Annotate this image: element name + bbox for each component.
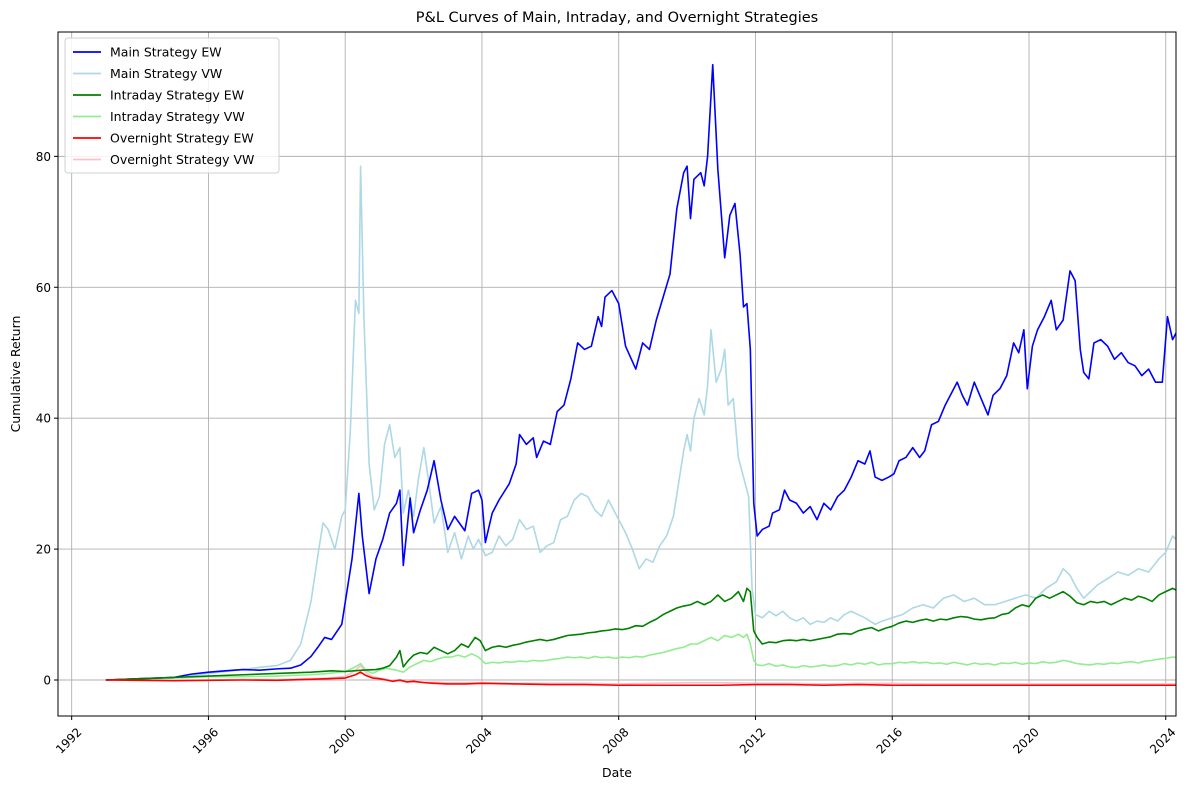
- legend-box: [64, 37, 280, 174]
- series-line-main-strategy-ew: [105, 63, 1176, 681]
- legend: Main Strategy EW Main Strategy VW Intraday…: [64, 37, 280, 174]
- series-line-overnight-strategy-vw: [105, 664, 1176, 685]
- chart-title: P&L Curves of Main, Intraday, and Overni…: [416, 10, 818, 26]
- legend-label: Overnight Strategy VW: [110, 152, 254, 167]
- y-tick-label: 40: [36, 412, 51, 426]
- y-axis: 0 20 40 60 80: [36, 150, 58, 688]
- y-tick-label: 0: [43, 674, 51, 688]
- legend-label: Main Strategy VW: [110, 66, 222, 81]
- series-line-intraday-strategy-vw: [105, 633, 1176, 681]
- y-tick-label: 60: [36, 281, 51, 295]
- legend-label: Overnight Strategy EW: [110, 131, 254, 146]
- series-lines: [105, 63, 1176, 687]
- series-line-overnight-strategy-ew: [105, 671, 1176, 687]
- grid: [58, 32, 1176, 716]
- series-line-intraday-strategy-ew: [105, 587, 1176, 681]
- legend-label: Intraday Strategy EW: [110, 88, 244, 103]
- legend-label: Intraday Strategy VW: [110, 109, 245, 124]
- y-axis-title: Cumulative Return: [8, 316, 23, 433]
- plot-frame: [57, 31, 1177, 717]
- series-line-main-strategy-vw: [105, 165, 1176, 681]
- x-axis-title: Date: [602, 765, 632, 780]
- y-tick-label: 20: [36, 543, 51, 557]
- y-tick-label: 80: [36, 150, 51, 164]
- legend-label: Main Strategy EW: [110, 45, 222, 60]
